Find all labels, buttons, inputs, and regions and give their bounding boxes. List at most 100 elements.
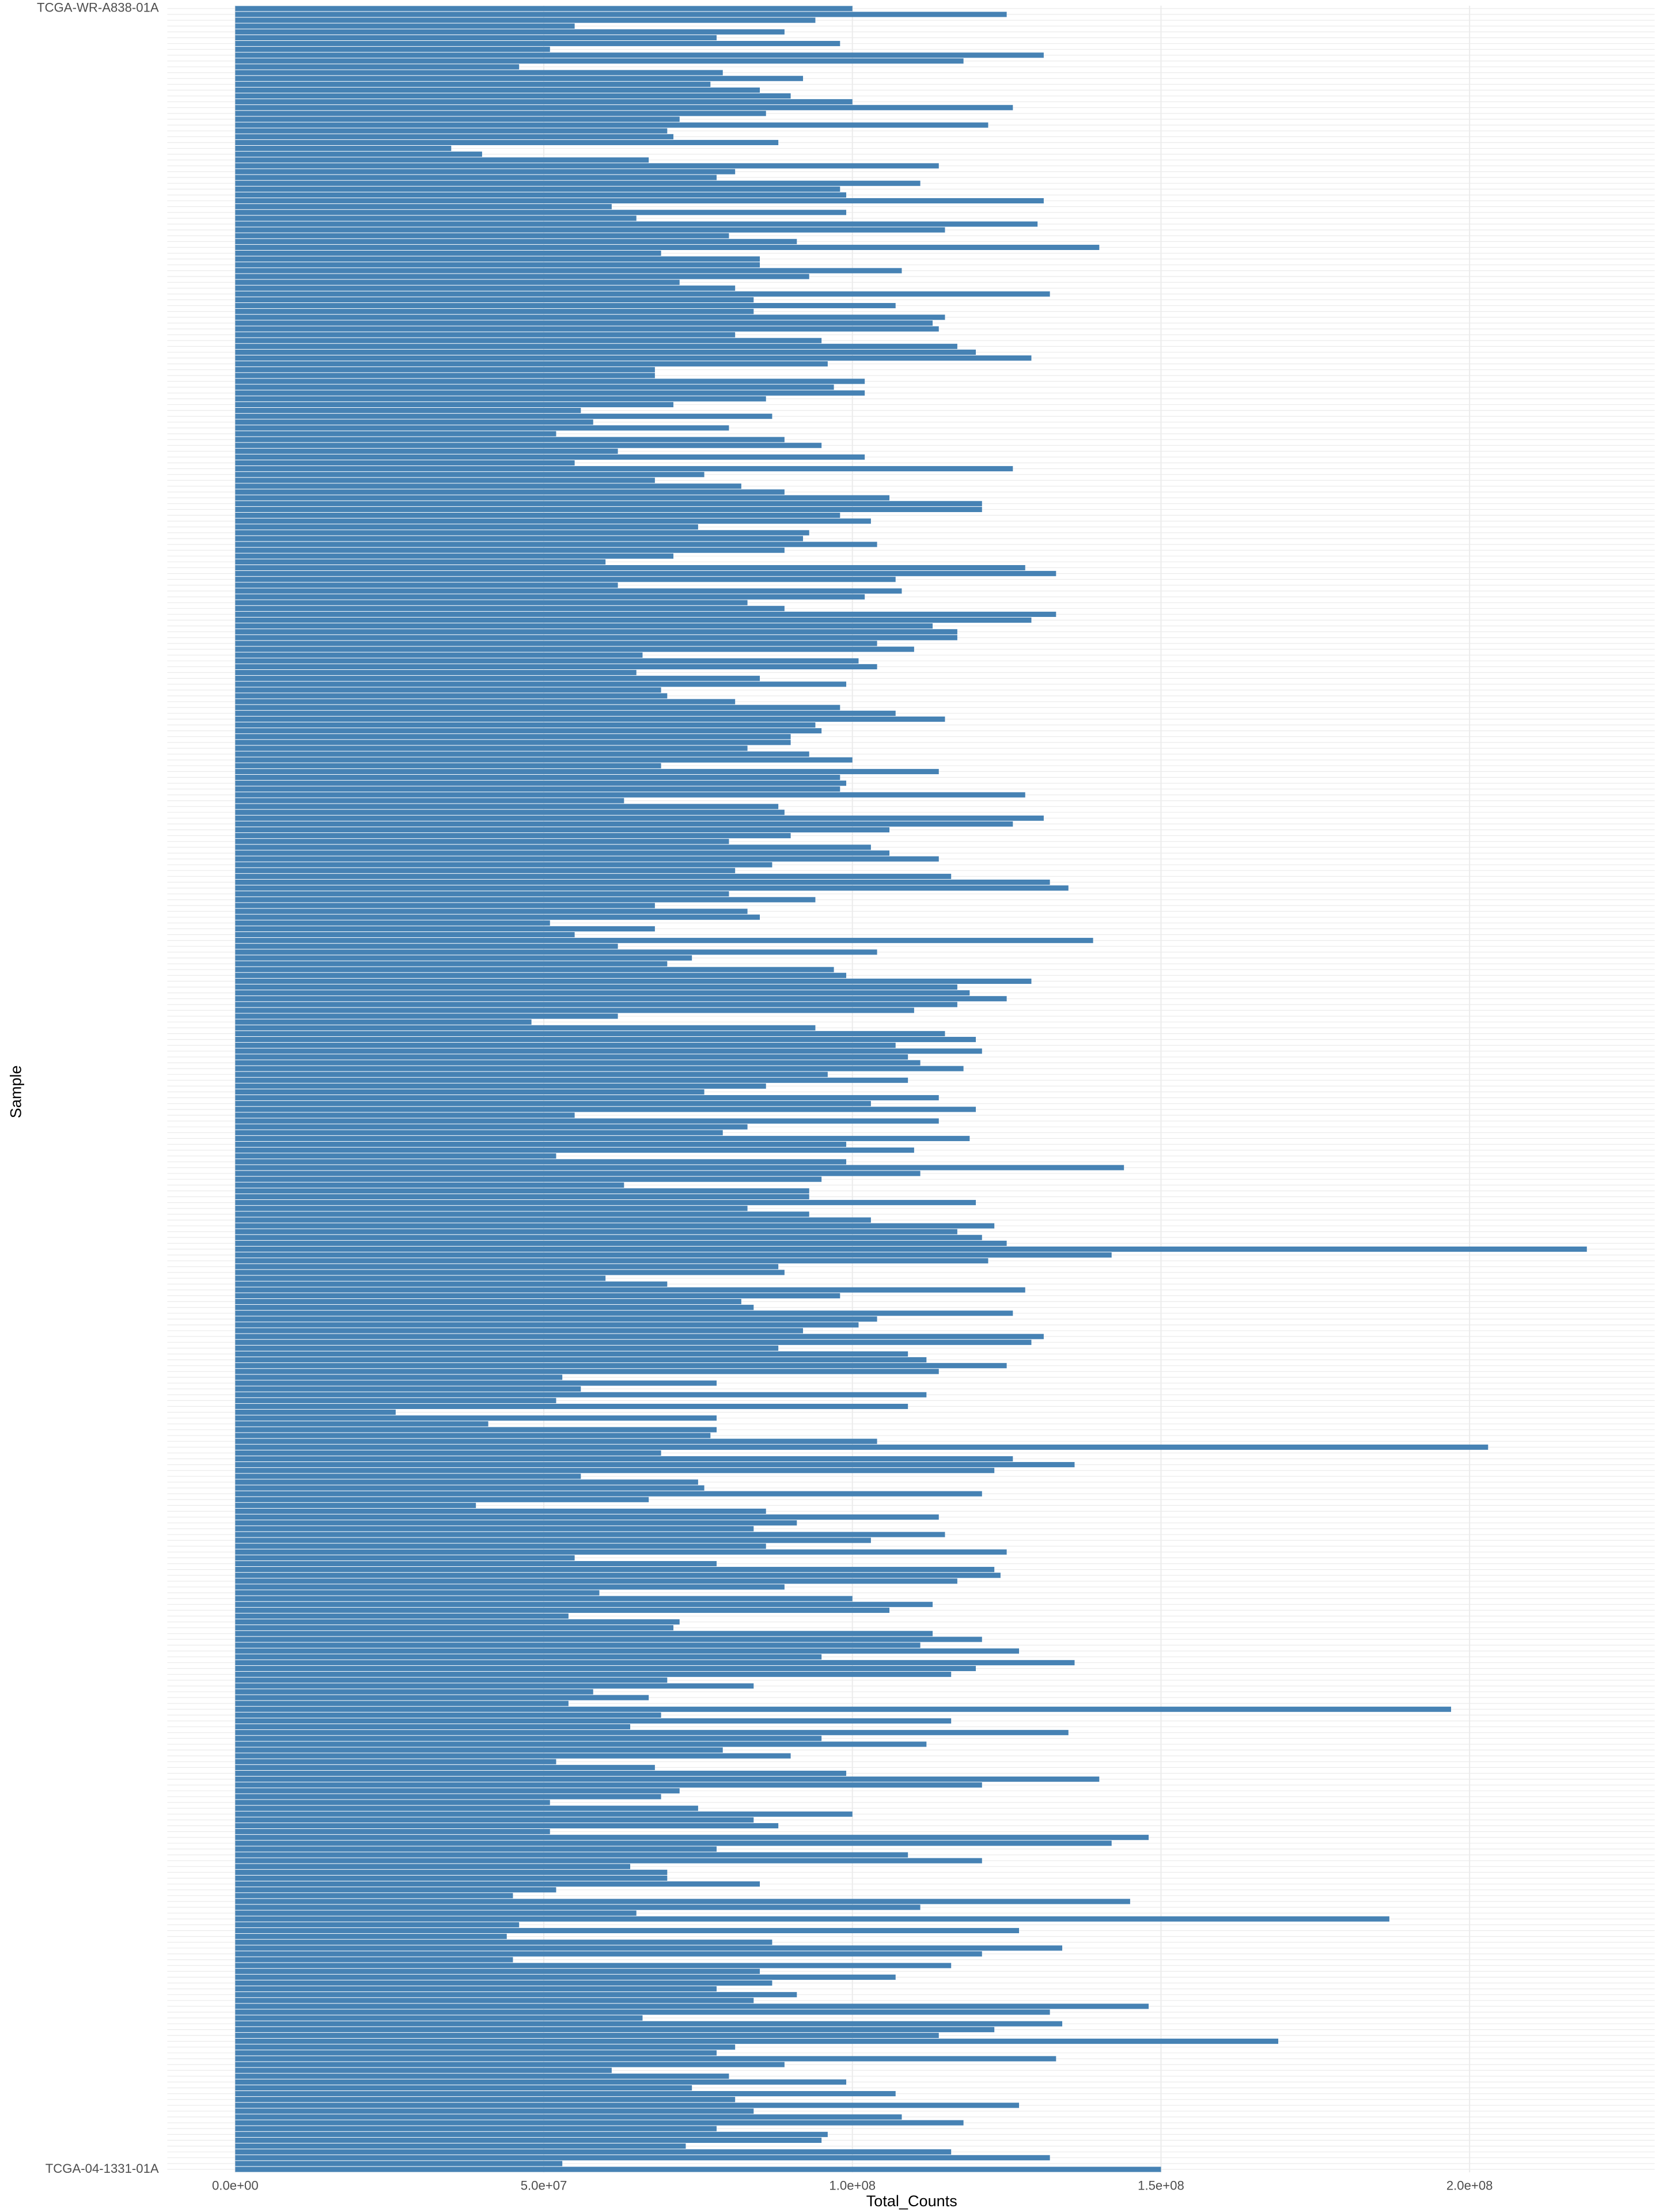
bar [235,151,482,157]
bar [235,2126,717,2131]
bar [235,1945,1063,1951]
bar [235,1112,575,1118]
bar [235,1124,748,1130]
bar [235,268,902,274]
bar [235,1514,939,1520]
bar [235,378,865,384]
bar [235,716,945,722]
bar [235,1171,921,1176]
bar [235,2131,828,2137]
bar [235,1532,945,1537]
bar [235,58,964,64]
bar [235,47,550,52]
bar [235,856,939,862]
bar [235,658,859,664]
bar [235,1322,859,1328]
bar [235,740,791,745]
bar [235,2155,1050,2161]
bar [235,1159,847,1165]
bar [235,1537,871,1543]
bar [235,64,520,70]
bar [235,768,939,774]
bar [235,699,736,704]
bar [235,396,766,402]
bar [235,1025,816,1031]
bar [235,2091,896,2097]
bar [235,1351,908,1357]
bar [235,792,1025,798]
bar [235,710,896,716]
bar [235,1270,785,1275]
bar [235,1095,939,1101]
bar [235,180,921,186]
bar [235,1048,982,1054]
bar [235,2137,822,2143]
bar [235,1234,982,1240]
bar [235,1410,396,1415]
bar [235,1229,957,1234]
bar [235,693,668,699]
bar [235,1147,914,1153]
bar [235,1176,822,1182]
bar [235,1974,896,1980]
bar [235,1869,668,1875]
bar [235,1863,631,1869]
bar [235,52,1044,58]
bar [235,931,575,938]
bar [235,1893,513,1899]
bar [235,594,865,600]
bar [235,2103,1020,2108]
bar [235,111,766,116]
bar [235,926,655,931]
bar [235,1036,976,1043]
bar [235,93,791,99]
bar [235,29,785,35]
bar [235,1246,1587,1252]
bar [235,320,933,326]
bar [235,134,674,139]
bar [235,600,748,605]
x-axis-title: Total_Counts [866,2192,957,2210]
bar [235,1054,908,1060]
bar [235,2032,939,2039]
y-tick-label: TCGA-WR-A838-01A [37,1,159,15]
bar [235,448,618,454]
bar [235,891,729,897]
bar [235,745,748,751]
bar [235,646,914,652]
bar [235,1642,921,1648]
bar [235,1066,964,1071]
bar [235,2067,612,2073]
bar [235,530,809,536]
bar [235,920,550,926]
bar [235,1782,982,1788]
bar [235,175,717,180]
bar [235,897,816,903]
bar [235,1182,624,1188]
y-tick-label: TCGA-04-1331-01A [46,2161,159,2176]
bar [235,12,1007,17]
bar [235,407,581,414]
bar [235,2166,1161,2172]
bar [235,419,593,425]
bar [235,2143,686,2149]
bar [235,617,1032,623]
bar [235,262,760,268]
bar [235,588,902,594]
bar [235,1339,1032,1345]
bar [235,2161,563,2166]
bar [235,763,661,768]
bar [235,1240,1007,1246]
bar [235,1660,1075,1665]
bar [235,233,729,238]
bar [235,1397,556,1403]
bar [235,518,871,524]
bar [235,501,982,506]
bar [235,315,945,320]
bar [235,2015,643,2021]
bar [235,850,890,856]
bar [235,1852,908,1858]
bar [235,577,896,582]
bar [235,2027,995,2032]
